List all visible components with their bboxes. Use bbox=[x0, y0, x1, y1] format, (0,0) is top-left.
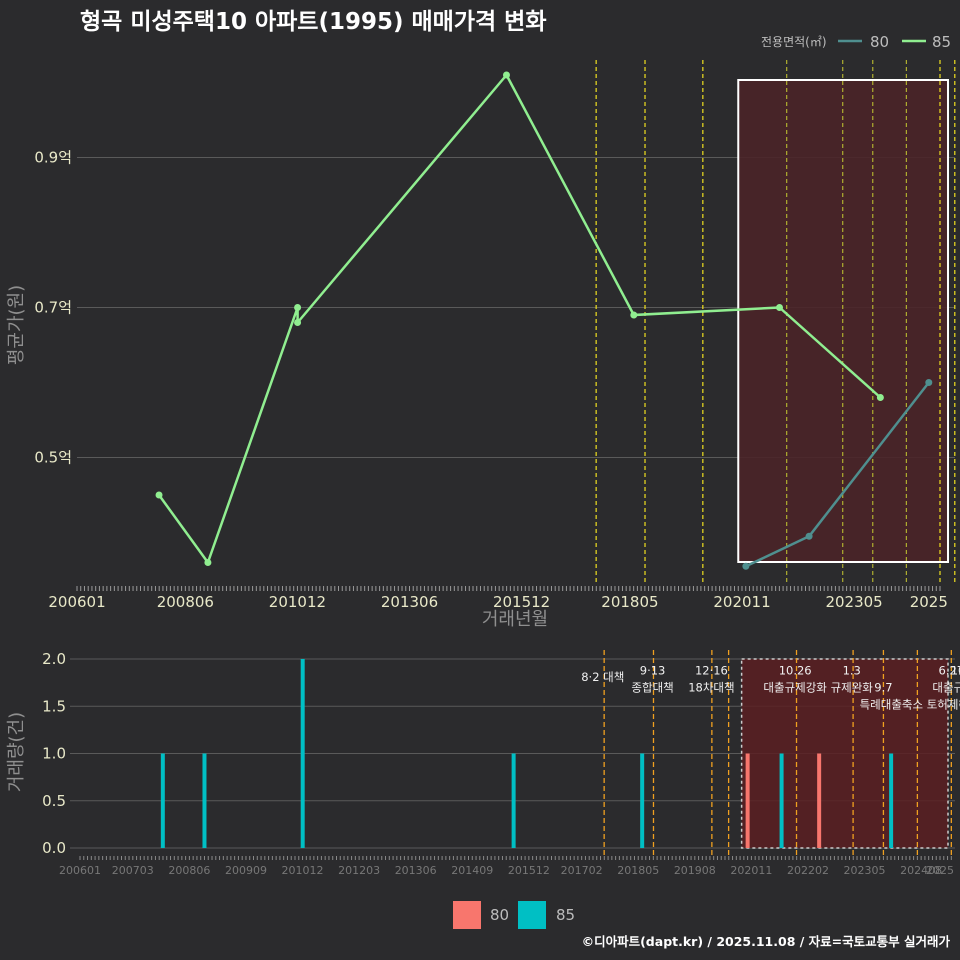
legend-title: 전용면적(㎡) bbox=[761, 35, 827, 49]
vol-highlight-region bbox=[740, 658, 949, 849]
vol-x-tick-label-11: 201908 bbox=[674, 864, 716, 877]
vol-x-tick-label-8: 201512 bbox=[508, 864, 550, 877]
vol-y-tick-label-2: 1.0 bbox=[42, 745, 66, 763]
vol-x-tick-label-7: 201409 bbox=[451, 864, 493, 877]
policy-annotation-10: 특례대출축소 토허제해제 bbox=[860, 697, 960, 711]
x-tick-label-2: 201012 bbox=[269, 593, 326, 611]
policy-annotation-12: 10.15 bbox=[951, 663, 960, 677]
y-tick-label-1: 0.7억 bbox=[34, 299, 72, 317]
x-tick-label-4: 201512 bbox=[493, 593, 550, 611]
policy-annotation-11: 6.27 bbox=[939, 663, 960, 677]
bar-85-4 bbox=[511, 753, 516, 848]
policy-annotation-2: 종합대책 bbox=[631, 680, 673, 694]
bar-80-1 bbox=[817, 753, 822, 848]
bar-85-5 bbox=[640, 753, 645, 848]
chart-title: 형곡 미성주택10 아파트(1995) 매매가격 변화 bbox=[80, 9, 546, 35]
vol-x-tick-label-3: 200909 bbox=[225, 864, 267, 877]
policy-annotation-9: 9.7 bbox=[874, 680, 892, 694]
x-tick-label-1: 200806 bbox=[157, 593, 214, 611]
policy-annotation-6: 대출규제강화 bbox=[763, 680, 827, 694]
x-tick-label-7: 202305 bbox=[825, 593, 882, 611]
vol-x-tick-label-2: 200806 bbox=[168, 864, 210, 877]
data-point-80-2 bbox=[925, 379, 933, 386]
data-point-80-0 bbox=[742, 562, 750, 570]
policy-annotation-5: 10.26 bbox=[779, 663, 812, 677]
vol-x-tick-label-15: 202408 bbox=[900, 864, 942, 877]
policy-annotation-7: 1.3 bbox=[843, 663, 861, 677]
data-point-85-6 bbox=[776, 304, 784, 311]
vol-x-tick-label-5: 201203 bbox=[338, 864, 380, 877]
x-tick-label-5: 201805 bbox=[601, 593, 658, 611]
policy-annotation-8: 규제완화 bbox=[831, 680, 874, 694]
x-tick-label-6: 202011 bbox=[713, 593, 770, 611]
y-tick-label-0: 0.5억 bbox=[34, 449, 72, 467]
top-legend: 전용면적(㎡) 80 85 bbox=[761, 33, 951, 51]
vol-x-tick-label-16: 2025 bbox=[926, 864, 954, 877]
vol-x-tick-label-9: 201702 bbox=[561, 864, 603, 877]
y-axis-title: 평균가(원) bbox=[6, 285, 27, 365]
vol-x-tick-label-13: 202202 bbox=[787, 864, 829, 877]
vol-x-tick-label-12: 202011 bbox=[730, 864, 772, 877]
bar-85-0 bbox=[160, 753, 165, 848]
data-point-85-0 bbox=[155, 491, 163, 499]
policy-annotation-4: 18차대책 bbox=[688, 680, 734, 694]
vol-x-tick-label-14: 202305 bbox=[844, 864, 886, 877]
legend-label-80: 80 bbox=[870, 33, 889, 51]
vol-x-tick-label-10: 201805 bbox=[617, 864, 659, 877]
x-tick-label-0: 200601 bbox=[48, 593, 105, 611]
bar-85-6 bbox=[779, 753, 784, 848]
vol-y-tick-label-3: 1.5 bbox=[42, 697, 66, 715]
bottom-legend-swatch-80 bbox=[453, 901, 481, 929]
data-point-85-7 bbox=[876, 394, 884, 401]
vol-x-tick-label-0: 200601 bbox=[59, 864, 101, 877]
bar-85-3 bbox=[300, 659, 305, 754]
bar-85-1 bbox=[202, 753, 207, 848]
footer-credit: ©디아파트(dapt.kr) / 2025.11.08 / 자료=국토교통부 실… bbox=[582, 934, 951, 949]
bar-80-0 bbox=[745, 753, 750, 848]
bottom-legend-label-85: 85 bbox=[556, 906, 575, 924]
vol-y-tick-label-0: 0.0 bbox=[42, 839, 66, 857]
volume-chart-panel: 0.0 0.5 1.0 1.5 2.0 8·2 대책 9·13 종합대책 12·16 18차대책 1… bbox=[42, 650, 960, 877]
policy-annotation-0: 8·2 대책 bbox=[581, 670, 624, 684]
policy-annotation-13: 대출규제 bbox=[932, 680, 960, 694]
series-line-85 bbox=[157, 73, 882, 564]
data-point-85-1 bbox=[204, 559, 212, 566]
bar-85-2 bbox=[300, 753, 305, 848]
data-point-85-3 bbox=[294, 319, 302, 326]
data-point-85-2 bbox=[294, 304, 302, 311]
bottom-legend-label-80: 80 bbox=[490, 906, 509, 924]
data-point-85-5 bbox=[630, 311, 638, 319]
x-tick-label-3: 201306 bbox=[381, 593, 438, 611]
x-axis-title: 거래년월 bbox=[482, 609, 548, 630]
policy-annotation-3: 12·16 bbox=[695, 663, 728, 677]
data-point-80-1 bbox=[805, 532, 813, 540]
policy-annotation-1: 9·13 bbox=[640, 663, 666, 677]
vol-x-tick-label-1: 200703 bbox=[112, 864, 154, 877]
vol-y-tick-label-1: 0.5 bbox=[42, 792, 66, 810]
vol-y-tick-label-4: 2.0 bbox=[42, 650, 66, 668]
data-point-85-4 bbox=[502, 71, 510, 79]
legend-label-85: 85 bbox=[932, 33, 951, 51]
bottom-legend-swatch-85 bbox=[518, 901, 546, 929]
y-tick-label-2: 0.9억 bbox=[34, 149, 72, 167]
bottom-legend: 80 85 bbox=[453, 901, 575, 929]
price-chart-panel: 0.5억 0.7억 0.9억 200601 200806 201012 201306 2015… bbox=[34, 60, 956, 611]
bar-85-7 bbox=[889, 753, 894, 848]
vol-x-tick-label-6: 201306 bbox=[395, 864, 437, 877]
vol-x-tick-label-4: 201012 bbox=[282, 864, 324, 877]
x-tick-label-8: 2025 bbox=[910, 593, 948, 611]
volume-y-axis-title: 거래량(건) bbox=[6, 712, 27, 792]
